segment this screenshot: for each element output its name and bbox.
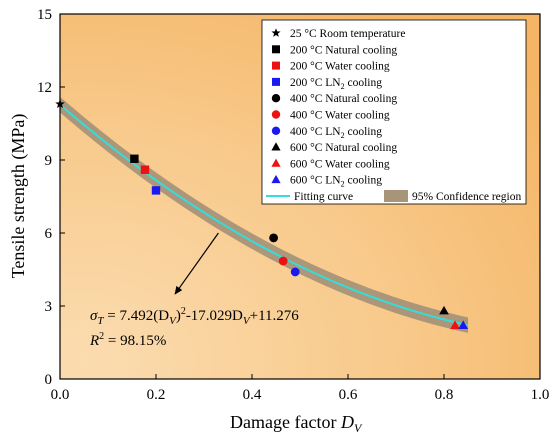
legend-marker: [272, 45, 280, 54]
legend-label: 600 °C LN2 cooling: [290, 175, 382, 189]
data-point: [450, 320, 460, 330]
legend-marker: [271, 174, 281, 184]
data-point: [439, 305, 449, 315]
legend-marker: [271, 158, 281, 167]
legend-marker: [272, 77, 280, 86]
data-point: [151, 186, 161, 195]
legend-label: 200 °C Water cooling: [290, 61, 390, 73]
confidence-region: [60, 96, 468, 333]
legend-label: 200 °C LN2 cooling: [290, 77, 382, 91]
x-tick-label: 0.8: [435, 387, 454, 403]
y-tick-label: 15: [37, 7, 52, 23]
x-tick-label: 0.6: [339, 387, 358, 403]
data-point: [269, 233, 279, 243]
x-axis-ticks: 0.0 0.2 0.4 0.6 0.8 1.0: [51, 374, 550, 403]
legend-label: 400 °C LN2 cooling: [290, 126, 382, 140]
data-points: [55, 98, 469, 330]
data-point: [278, 256, 288, 266]
x-tick-label: 1.0: [531, 387, 550, 403]
x-tick-label: 0.2: [147, 387, 166, 403]
legend: 25 °C Room temperature 200 °C Natural coo…: [261, 19, 527, 205]
legend-label: 400 °C Natural cooling: [290, 93, 397, 105]
legend-marker: [271, 110, 281, 119]
legend-confidence-label: 95% Confidence region: [412, 191, 521, 203]
legend-marker: [271, 126, 281, 135]
legend-label: 600 °C Water cooling: [290, 158, 390, 170]
legend-label: 400 °C Water cooling: [290, 110, 390, 122]
data-point: [290, 267, 300, 277]
legend-marker: [271, 94, 281, 103]
fit-equation: σT = 7.492(DV)2-17.029DV+11.276: [90, 306, 299, 327]
y-tick-label: 0: [45, 372, 53, 388]
data-point: [130, 154, 139, 163]
y-axis-ticks: 0 3 6 9 12 15: [37, 7, 65, 388]
y-tick-label: 9: [45, 153, 53, 169]
y-tick-label: 3: [45, 299, 53, 315]
annotation-arrow: [174, 232, 219, 295]
legend-confidence-swatch: [384, 190, 408, 202]
y-tick-label: 12: [37, 80, 52, 96]
y-axis-title: Tensile strength (MPa): [8, 114, 29, 279]
legend-label: 600 °C Natural cooling: [290, 142, 397, 154]
plot-frame: [59, 13, 541, 380]
y-tick-label: 6: [45, 226, 53, 242]
x-tick-label: 0.4: [243, 387, 262, 403]
r-squared: R2 = 98.15%: [89, 331, 166, 349]
x-tick-label: 0.0: [51, 387, 70, 403]
x-axis-title: Damage factor DV: [230, 412, 363, 435]
legend-box: [261, 19, 527, 205]
fitting-curve: [59, 103, 469, 327]
legend-fit-label: Fitting curve: [294, 191, 353, 203]
legend-marker: [271, 28, 281, 37]
legend-label: 25 °C Room temperature: [290, 28, 405, 40]
data-point: [140, 165, 150, 174]
legend-label: 200 °C Natural cooling: [290, 44, 397, 56]
legend-marker: [272, 61, 280, 70]
legend-marker: [271, 142, 281, 151]
data-point: [458, 320, 469, 330]
